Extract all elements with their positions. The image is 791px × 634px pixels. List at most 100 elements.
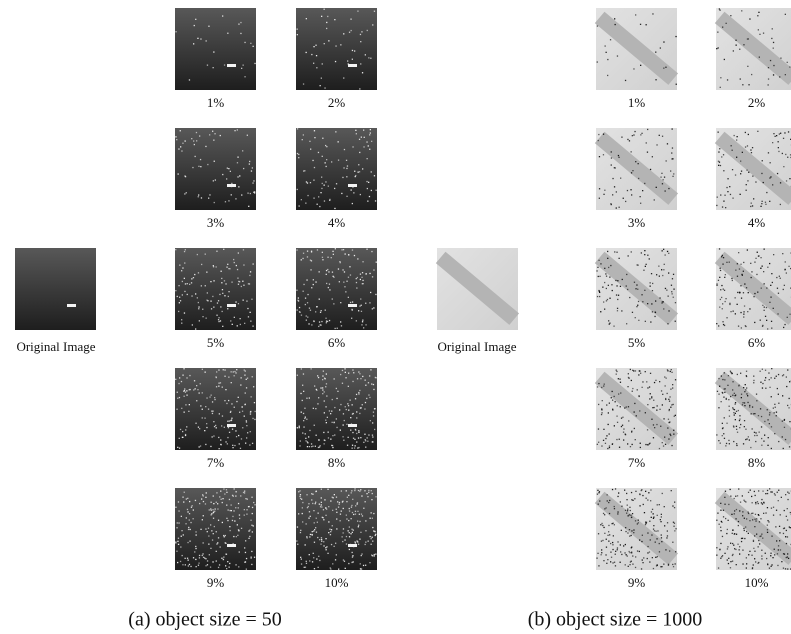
noise-pixel [233, 259, 234, 260]
noise-pixel [727, 529, 728, 530]
noise-pixel [769, 423, 770, 424]
noise-pixel [237, 535, 238, 536]
noise-pixel [245, 498, 246, 499]
noise-pixel [229, 526, 230, 527]
noise-pixel [203, 501, 204, 502]
noise-pixel [657, 515, 658, 516]
noise-pixel [175, 31, 176, 32]
noise-pixel [661, 269, 662, 270]
noise-pixel [252, 531, 253, 532]
noise-pixel [223, 535, 224, 536]
noise-pixel [324, 400, 325, 401]
noise-pixel [652, 290, 653, 291]
noise-pixel [759, 536, 760, 537]
noise-pixel [324, 412, 325, 413]
noise-pixel [668, 438, 669, 439]
noise-pixel [765, 377, 766, 378]
noise-pixel [612, 444, 613, 445]
noise-pixel [657, 556, 658, 557]
noise-pixel [722, 264, 723, 265]
noise-pixel [185, 176, 186, 177]
noise-pixel [355, 511, 356, 512]
noise-pixel [626, 513, 627, 514]
noise-pixel [359, 139, 360, 140]
noise-pixel [727, 178, 728, 179]
noise-pixel [765, 388, 766, 389]
noise-pixel [640, 65, 641, 66]
noise-pixel [336, 512, 337, 513]
noise-pixel [617, 422, 618, 423]
noise-pixel [226, 492, 227, 493]
noise-pixel [601, 549, 602, 550]
noise-pixel [629, 529, 630, 530]
noise-pixel [310, 310, 311, 311]
noise-pixel [331, 529, 332, 530]
noise-pixel [187, 283, 188, 284]
noise-pixel [730, 15, 731, 16]
noise-label: 10% [745, 575, 769, 590]
noise-pixel [226, 505, 227, 506]
noise-pixel [189, 519, 190, 520]
noise-pixel [356, 441, 357, 442]
noise-pixel [348, 63, 349, 64]
noise-pixel [189, 375, 190, 376]
noise-pixel [763, 33, 764, 34]
noise-pixel [322, 389, 323, 390]
noise-pixel [205, 146, 206, 147]
noise-pixel [603, 154, 604, 155]
noise-pixel [732, 395, 733, 396]
noise-pixel [199, 392, 200, 393]
noise-pixel [786, 180, 787, 181]
noise-pixel [182, 294, 183, 295]
noise-pixel [249, 283, 250, 284]
noise-pixel [346, 490, 347, 491]
noise-pixel [608, 285, 609, 286]
noise-pixel [342, 370, 343, 371]
noise-pixel [598, 140, 599, 141]
noise-pixel [208, 198, 209, 199]
noise-pixel [306, 419, 307, 420]
noise-pixel [342, 269, 343, 270]
noise-pixel [365, 440, 366, 441]
noise-pixel [210, 508, 211, 509]
noise-pixel [301, 315, 302, 316]
noise-pixel [247, 308, 248, 309]
noise-pixel [655, 542, 656, 543]
noise-pixel [617, 299, 618, 300]
noise-pixel [645, 491, 646, 492]
noise-pixel [344, 368, 345, 369]
noise-pixel [239, 175, 240, 176]
noise-pixel [324, 185, 325, 186]
noise-pixel [631, 535, 632, 536]
noise-pixel [767, 529, 768, 530]
noise-pixel [195, 19, 196, 20]
noise-pixel [229, 432, 230, 433]
noise-pixel [612, 489, 613, 490]
noise-pixel [202, 409, 203, 410]
noise-pixel [206, 318, 207, 319]
noise-pixel [764, 249, 765, 250]
noise-pixel [785, 494, 786, 495]
noise-pixel [608, 267, 609, 268]
noise-pixel [309, 560, 310, 561]
noise-pixel [724, 290, 725, 291]
noise-pixel [605, 438, 606, 439]
noise-pixel [782, 395, 783, 396]
noise-pixel [363, 565, 364, 566]
noise-pixel [771, 273, 772, 274]
noise-pixel [358, 432, 359, 433]
noise-pixel [328, 521, 329, 522]
noise-pixel [754, 432, 755, 433]
noise-pixel [303, 253, 304, 254]
noise-pixel [612, 194, 613, 195]
noise-pixel [786, 386, 787, 387]
noise-pixel [750, 206, 751, 207]
noise-pixel [221, 278, 222, 279]
noise-pixel [228, 168, 229, 169]
noise-pixel [211, 411, 212, 412]
noise-pixel [303, 373, 304, 374]
noise-pixel [370, 518, 371, 519]
noise-pixel [195, 293, 196, 294]
noise-pixel [193, 277, 194, 278]
noise-pixel [296, 249, 297, 250]
